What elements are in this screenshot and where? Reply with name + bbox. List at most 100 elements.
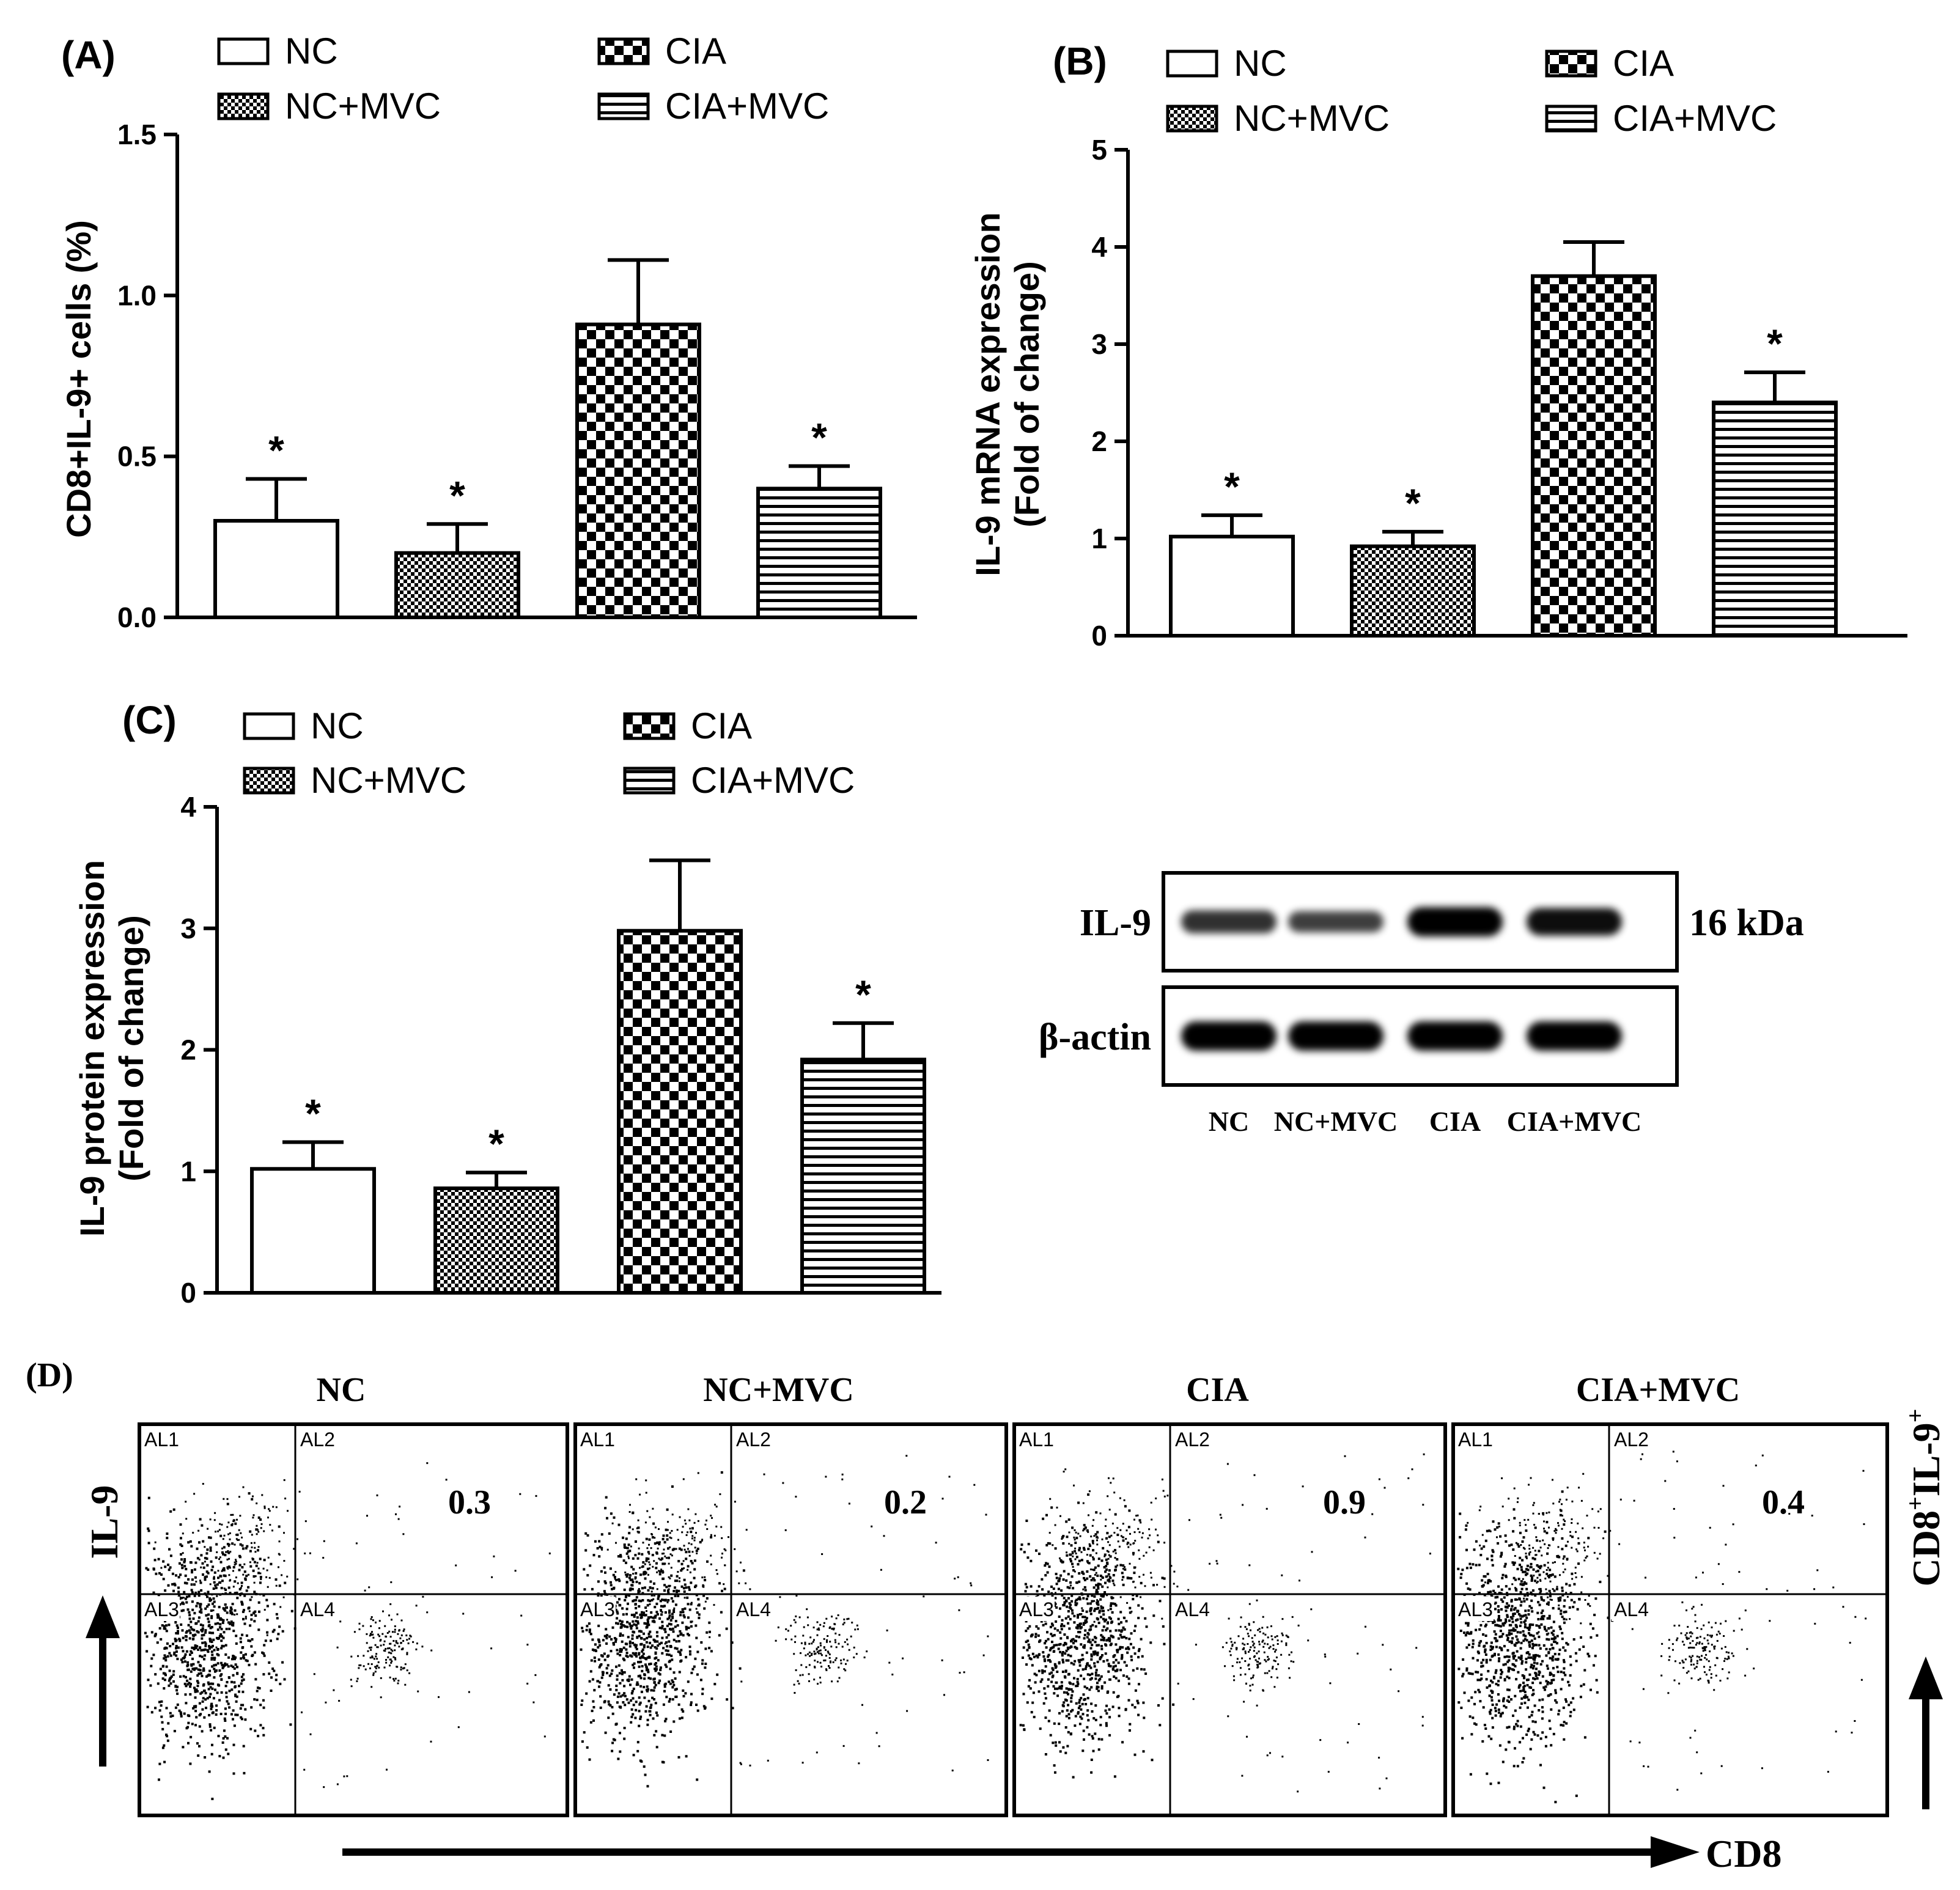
- y-tick-label: 0.0: [117, 601, 157, 633]
- blot-lane-label: CIA+MVC: [1507, 1106, 1641, 1137]
- bar: [433, 1186, 559, 1295]
- y-axis-label-2: (Fold of change): [112, 915, 150, 1182]
- legend-swatch: [623, 712, 676, 740]
- flow-cytometry: (D) NC AL1 AL2 AL3 AL4 0.3 NC+MVC AL1 AL2 AL3 AL4 0.…: [26, 1356, 1948, 1875]
- legend-label: CIA+MVC: [665, 86, 829, 127]
- y-tick-label: 0: [180, 1277, 196, 1309]
- legend-label: NC+MVC: [1234, 98, 1390, 139]
- panel-label-a: (A): [61, 33, 116, 77]
- y-tick-label: 2: [1091, 425, 1107, 457]
- blot-band: [1181, 910, 1277, 933]
- legend-swatch: [1166, 105, 1218, 133]
- significance-star: *: [1224, 464, 1240, 509]
- quadrant-label-bg: [578, 1597, 616, 1621]
- panel-label-b: (B): [1053, 39, 1107, 83]
- quadrant-percentage: 0.4: [1762, 1484, 1805, 1521]
- significance-star: *: [855, 972, 871, 1017]
- y-tick-label: 1: [180, 1155, 196, 1187]
- legend-label: CIA+MVC: [1613, 98, 1777, 139]
- scatter-events: [1457, 1451, 1867, 1804]
- legend-swatch: [1166, 50, 1218, 78]
- quadrant-label-bg: [734, 1597, 772, 1621]
- y-axis-label: IL-9 mRNA expression: [968, 212, 1007, 576]
- quadrant-label-bg: [1017, 1597, 1055, 1621]
- y-tick-label: 0: [1091, 620, 1107, 652]
- y-axis-label-2: (Fold of change): [1008, 261, 1046, 528]
- quadrant-percentage: 0.9: [1323, 1484, 1366, 1521]
- legend-label: NC+MVC: [285, 86, 441, 127]
- significance-star: *: [305, 1091, 321, 1136]
- blot-lane-label: NC+MVC: [1274, 1106, 1398, 1137]
- legend-swatch: [1545, 105, 1597, 133]
- flow-right-label: CD8+IL-9+: [1901, 1409, 1948, 1587]
- legend-swatch: [243, 767, 295, 795]
- blot-lane-label: CIA: [1429, 1106, 1481, 1137]
- flow-plot-title: NC+MVC: [703, 1371, 854, 1409]
- panel-label-d: (D): [26, 1356, 73, 1394]
- scatter-events: [580, 1455, 989, 1788]
- quadrant-label: AL4: [1614, 1598, 1649, 1620]
- quadrant-label-bg: [142, 1427, 180, 1451]
- quadrant-label-bg: [1456, 1597, 1494, 1621]
- significance-star: *: [449, 473, 465, 518]
- legend-swatch: [217, 37, 270, 65]
- legend-label: CIA: [665, 31, 726, 72]
- quadrant-label-bg: [1017, 1427, 1055, 1451]
- flow-plot: NC AL1 AL2 AL3 AL4 0.3: [138, 1371, 569, 1817]
- y-tick-label: 5: [1091, 134, 1107, 166]
- right-arrowhead: [1909, 1657, 1943, 1699]
- bar: [800, 1057, 926, 1295]
- blot-row-label: β-actin: [1039, 1017, 1151, 1058]
- significance-star: *: [268, 428, 284, 473]
- flow-plot: CIA+MVC AL1 AL2 AL3 AL4 0.4: [1451, 1371, 1889, 1817]
- quadrant-label-bg: [298, 1427, 336, 1451]
- significance-star: *: [1767, 321, 1783, 366]
- quadrant-label-bg: [298, 1597, 336, 1621]
- bar: [1531, 274, 1657, 638]
- x-arrowhead: [1651, 1836, 1700, 1868]
- y-tick-label: 2: [180, 1034, 196, 1066]
- flow-plot-frame: [573, 1422, 1008, 1817]
- flow-plot-title: CIA: [1186, 1371, 1249, 1409]
- quadrant-label: AL3: [1458, 1598, 1493, 1620]
- significance-star: *: [1405, 480, 1421, 526]
- bar: [250, 1167, 376, 1295]
- flow-plot: NC+MVC AL1 AL2 AL3 AL4 0.2: [573, 1371, 1008, 1817]
- blot-band: [1407, 907, 1503, 936]
- y-tick-label: 4: [1091, 231, 1107, 263]
- quadrant-label-bg: [1173, 1597, 1210, 1621]
- bar: [617, 928, 743, 1295]
- y-tick-label: 3: [1091, 328, 1107, 360]
- panel-label-c: (C): [122, 698, 177, 742]
- legend-label: CIA: [1613, 43, 1674, 84]
- quadrant-label-bg: [142, 1597, 180, 1621]
- legend-swatch: [1545, 50, 1597, 78]
- flow-plot-frame: [138, 1422, 569, 1817]
- quadrant-label: AL4: [1175, 1598, 1210, 1620]
- legend-swatch: [597, 37, 650, 65]
- quadrant-label: AL3: [144, 1598, 179, 1620]
- bar: [756, 487, 882, 619]
- legend-swatch: [623, 767, 676, 795]
- flow-plot-title: CIA+MVC: [1576, 1371, 1740, 1409]
- blot-band: [1527, 1021, 1622, 1051]
- quadrant-label: AL4: [300, 1598, 335, 1620]
- bar: [1350, 544, 1476, 638]
- legend-swatch: [217, 92, 270, 120]
- y-tick-label: 4: [180, 791, 196, 823]
- bar: [394, 551, 520, 620]
- bar: [575, 322, 701, 619]
- blot-lane-label: NC: [1209, 1106, 1249, 1137]
- y-tick-label: 1.0: [117, 279, 157, 311]
- legend-label: NC: [311, 705, 364, 746]
- y-tick-label: 0.5: [117, 441, 157, 473]
- blot-band: [1527, 908, 1622, 936]
- bar: [213, 519, 339, 619]
- quadrant-percentage: 0.2: [884, 1484, 927, 1521]
- quadrant-percentage: 0.3: [448, 1484, 491, 1521]
- legend-swatch: [243, 712, 295, 740]
- quadrant-label-bg: [1173, 1427, 1210, 1451]
- significance-star: *: [811, 414, 827, 460]
- quadrant-label: AL2: [1175, 1429, 1210, 1451]
